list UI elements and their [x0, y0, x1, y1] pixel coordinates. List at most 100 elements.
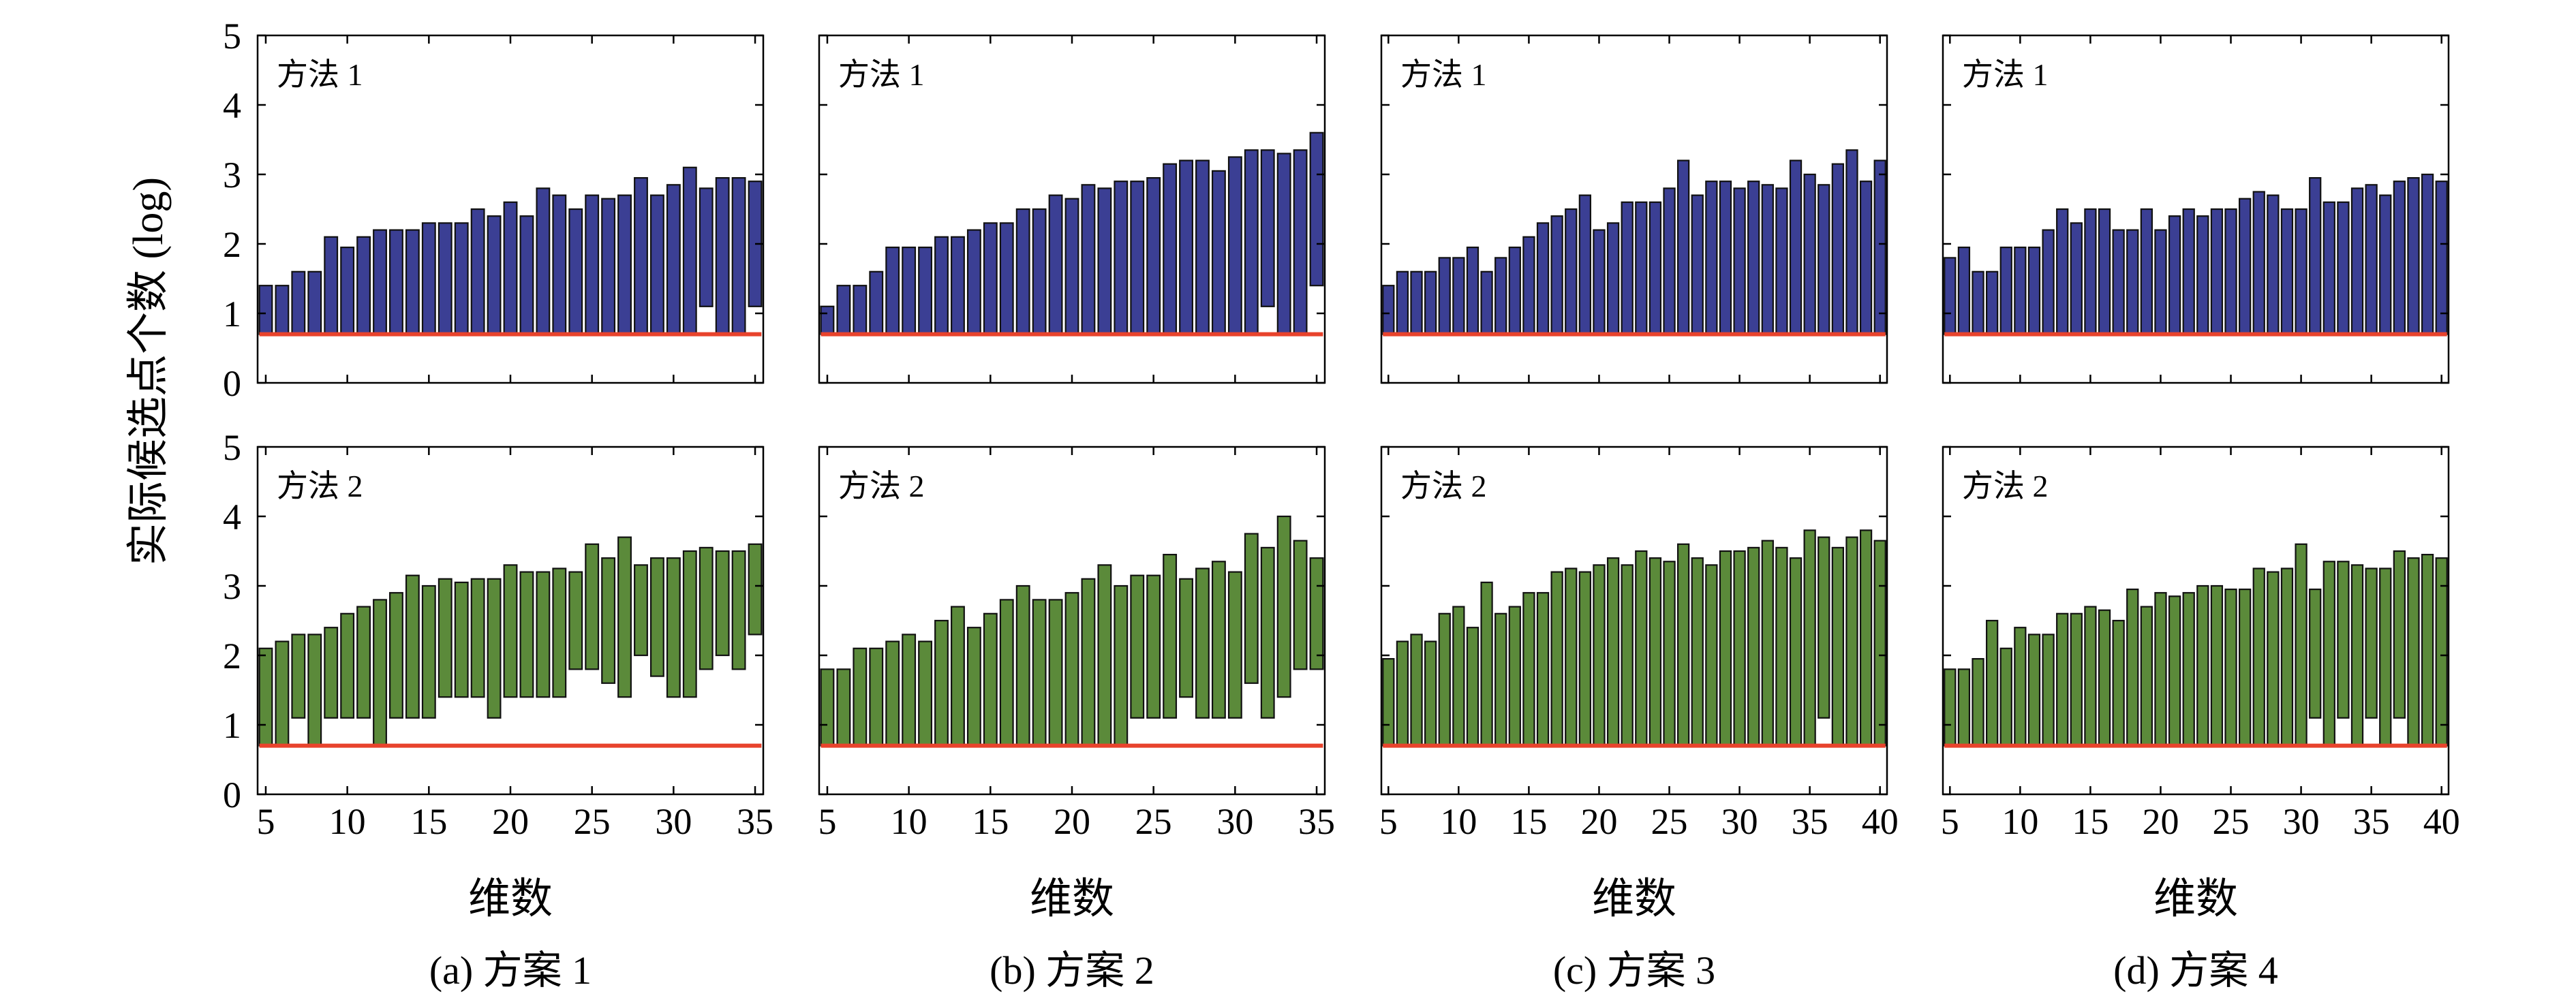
bar	[1747, 546, 1760, 747]
bar	[934, 236, 949, 335]
chart-panel-2: 方法 1 5 10 15 20 25 30 35 方法 2 维数 (b) 方案 2	[818, 34, 1335, 993]
bar	[1986, 619, 1999, 747]
bar	[2379, 567, 2392, 747]
bar	[2337, 561, 2350, 719]
x-tick-label: 25	[574, 801, 611, 842]
bar	[2337, 201, 2350, 335]
bar	[2210, 208, 2224, 335]
bar	[1032, 208, 1047, 335]
bar	[1382, 657, 1395, 747]
bar	[1466, 247, 1479, 335]
method-label: 方法 2	[838, 469, 925, 503]
bar	[1635, 550, 1648, 747]
bar	[1081, 184, 1096, 335]
bar	[2126, 229, 2139, 335]
bar	[1424, 640, 1437, 747]
bar	[934, 619, 949, 747]
bar	[2280, 208, 2294, 335]
x-tick-label: 5	[256, 801, 275, 842]
bar	[1452, 257, 1465, 335]
bar	[1747, 181, 1760, 335]
bar	[1466, 627, 1479, 747]
bar	[1663, 561, 1676, 747]
bar	[1957, 247, 1971, 335]
bar	[853, 647, 868, 747]
bar	[1803, 529, 1816, 747]
bar	[275, 285, 290, 335]
bar	[1818, 536, 1830, 719]
bar	[2056, 612, 2069, 747]
x-tick-label: 40	[1862, 801, 1899, 842]
bar	[1789, 557, 1803, 747]
bar	[966, 627, 981, 747]
bar	[2239, 198, 2252, 335]
bar	[1163, 163, 1178, 335]
bar	[682, 550, 697, 698]
bar	[1064, 592, 1079, 747]
bar	[2350, 187, 2364, 335]
subplot-3-row-1: 方法 1	[1380, 34, 1888, 384]
bar	[1761, 540, 1774, 747]
bar	[2350, 564, 2364, 747]
bar	[634, 564, 648, 657]
bar	[2196, 215, 2209, 335]
bar	[699, 546, 714, 670]
y-tick-label: 2	[223, 224, 241, 265]
bar	[1999, 647, 2012, 747]
bar	[487, 578, 502, 719]
subplot-1-row-2: 0 1 2 3 4 5 5 10 15 20 25 30 35 方法 2	[223, 427, 773, 842]
bar	[1621, 564, 1634, 747]
bar	[1831, 546, 1845, 747]
bar	[536, 571, 551, 698]
bar	[2140, 606, 2153, 747]
bar	[869, 647, 884, 747]
bar	[682, 166, 697, 335]
bar	[1227, 571, 1242, 719]
bar	[2267, 194, 2280, 335]
bar	[1565, 208, 1578, 335]
chart-caption: (c) 方案 3	[1553, 948, 1715, 993]
bar	[1244, 149, 1259, 335]
bar	[2042, 634, 2055, 747]
chart-caption: (a) 方案 1	[429, 948, 592, 993]
bar	[1494, 257, 1507, 335]
bar	[1260, 149, 1275, 307]
bar	[2365, 184, 2378, 335]
bar	[1522, 592, 1535, 747]
bar	[2084, 208, 2097, 335]
y-tick-label: 2	[223, 636, 241, 676]
x-tick-label: 10	[891, 801, 927, 842]
bar	[340, 247, 355, 335]
bar	[1064, 198, 1079, 335]
bar	[1048, 194, 1063, 335]
bar	[1480, 270, 1493, 335]
y-tick-label: 5	[223, 16, 241, 57]
x-tick-label: 30	[1721, 801, 1758, 842]
bar	[2407, 557, 2420, 747]
x-axis-label: 维数	[1030, 876, 1114, 922]
bar	[536, 187, 551, 335]
x-tick-label: 5	[818, 801, 836, 842]
bar	[1410, 634, 1423, 747]
bar	[951, 236, 965, 335]
bar	[519, 215, 534, 335]
bar	[470, 578, 485, 698]
bar	[820, 668, 835, 747]
x-tick-label: 20	[1054, 801, 1090, 842]
bar	[699, 187, 714, 307]
bar	[2027, 247, 2041, 335]
method-label: 方法 2	[277, 469, 363, 503]
bar	[617, 536, 632, 698]
x-tick-label: 25	[1651, 801, 1688, 842]
bar	[2393, 550, 2406, 719]
bar	[983, 612, 998, 747]
bar	[2421, 173, 2434, 335]
x-tick-label: 35	[2353, 801, 2390, 842]
bar	[1578, 571, 1592, 747]
bar	[2210, 584, 2224, 747]
bar	[2322, 561, 2335, 747]
bar	[1396, 270, 1409, 335]
bar	[2070, 222, 2083, 335]
method-label: 方法 1	[838, 57, 925, 92]
